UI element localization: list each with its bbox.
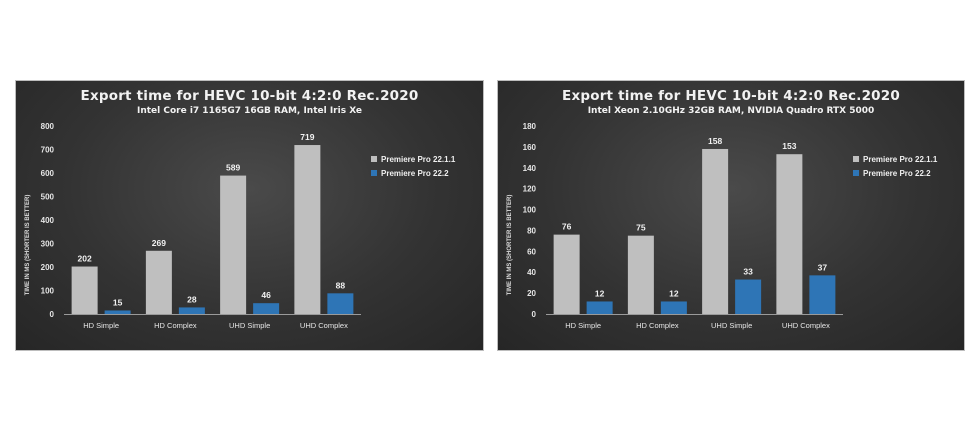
bar-series-2 <box>586 301 613 314</box>
bar-series-1 <box>294 145 321 314</box>
y-tick-label: 100 <box>41 287 55 296</box>
chart-title: Export time for HEVC 10-bit 4:2:0 Rec.20… <box>562 88 900 104</box>
y-tick-label: 400 <box>41 216 55 225</box>
y-tick-label: 100 <box>523 206 537 215</box>
y-tick-label: 60 <box>527 247 536 256</box>
y-tick-label: 800 <box>41 122 55 131</box>
bar-series-1 <box>702 148 729 314</box>
data-label: 158 <box>708 136 722 146</box>
bar-series-2 <box>178 307 205 314</box>
data-label: 33 <box>743 267 753 277</box>
chart-panel-right: Export time for HEVC 10-bit 4:2:0 Rec.20… <box>497 80 965 351</box>
bar-series-1 <box>553 234 580 314</box>
x-tick-label: UHD Complex <box>782 321 830 330</box>
data-label: 76 <box>562 222 572 232</box>
legend-label: Premiere Pro 22.1.1 <box>381 154 456 164</box>
legend-swatch <box>371 156 377 162</box>
data-label: 46 <box>261 290 271 300</box>
bar-series-1 <box>220 175 247 314</box>
data-label: 202 <box>78 254 92 264</box>
y-tick-label: 200 <box>41 263 55 272</box>
bar-series-1 <box>776 154 803 314</box>
data-label: 719 <box>300 132 314 142</box>
bar-chart-left: 0 100 200 300 400 500 600 700 800 HD Simple 202 15 H… <box>41 122 361 330</box>
chart-panel-left: Export time for HEVC 10-bit 4:2:0 Rec.20… <box>15 80 484 351</box>
legend-label: Premiere Pro 22.2 <box>381 168 449 178</box>
legend-swatch <box>853 156 859 162</box>
legend-item-series-2: Premiere Pro 22.2 <box>371 166 455 180</box>
legend-label: Premiere Pro 22.1.1 <box>863 154 938 164</box>
data-label: 88 <box>336 280 346 290</box>
y-tick-label: 40 <box>527 268 536 277</box>
y-tick-label: 0 <box>50 310 55 319</box>
bar-chart-right: 0 20 40 60 80 100 120 140 160 180 HD Simple 76 12 HD … <box>523 122 843 330</box>
data-label: 12 <box>669 288 679 298</box>
x-tick-label: HD Complex <box>636 321 679 330</box>
x-tick-label: HD Simple <box>565 321 601 330</box>
legend: Premiere Pro 22.1.1 Premiere Pro 22.2 <box>853 152 937 180</box>
legend-item-series-1: Premiere Pro 22.1.1 <box>371 152 455 166</box>
data-label: 75 <box>636 223 646 233</box>
data-label: 12 <box>595 288 605 298</box>
x-tick-label: UHD Complex <box>300 321 348 330</box>
x-tick-label: UHD Simple <box>711 321 752 330</box>
x-tick-label: UHD Simple <box>229 321 270 330</box>
y-tick-label: 180 <box>523 122 537 131</box>
y-tick-label: 140 <box>523 164 537 173</box>
bar-series-2 <box>253 303 280 314</box>
x-tick-label: HD Complex <box>154 321 197 330</box>
x-tick-label: HD Simple <box>83 321 119 330</box>
y-tick-label: 700 <box>41 146 55 155</box>
y-tick-label: 160 <box>523 143 537 152</box>
data-label: 153 <box>782 141 796 151</box>
legend: Premiere Pro 22.1.1 Premiere Pro 22.2 <box>371 152 455 180</box>
data-label: 15 <box>113 297 123 307</box>
bar-series-2 <box>735 279 762 314</box>
legend-swatch <box>371 170 377 176</box>
bar-series-1 <box>627 235 654 314</box>
data-label: 269 <box>152 238 166 248</box>
legend-item-series-1: Premiere Pro 22.1.1 <box>853 152 937 166</box>
y-tick-label: 20 <box>527 289 536 298</box>
legend-label: Premiere Pro 22.2 <box>863 168 931 178</box>
data-label: 28 <box>187 294 197 304</box>
chart-subtitle: Intel Xeon 2.10GHz 32GB RAM, NVIDIA Quad… <box>587 106 875 116</box>
data-label: 589 <box>226 163 240 173</box>
y-tick-label: 300 <box>41 240 55 249</box>
bar-series-1 <box>145 250 172 314</box>
bar-series-2 <box>327 293 354 314</box>
legend-item-series-2: Premiere Pro 22.2 <box>853 166 937 180</box>
chart-title: Export time for HEVC 10-bit 4:2:0 Rec.20… <box>80 88 419 104</box>
y-tick-label: 600 <box>41 169 55 178</box>
y-tick-label: 0 <box>532 310 537 319</box>
bar-series-2 <box>809 275 836 314</box>
y-tick-label: 120 <box>523 185 537 194</box>
bar-series-2 <box>104 310 131 314</box>
chart-subtitle: Intel Core i7 1165G7 16GB RAM, Intel Iri… <box>136 106 362 116</box>
y-tick-label: 500 <box>41 193 55 202</box>
data-label: 37 <box>818 262 828 272</box>
legend-swatch <box>853 170 859 176</box>
bar-series-2 <box>660 301 687 314</box>
bar-series-1 <box>71 266 98 314</box>
y-tick-label: 80 <box>527 226 536 235</box>
